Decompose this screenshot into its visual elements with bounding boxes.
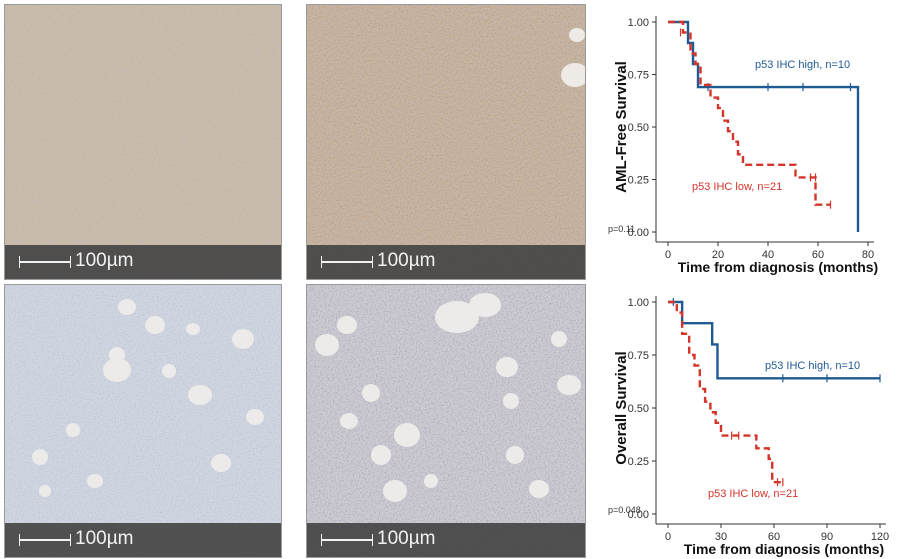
x-tick-label: 90	[821, 531, 833, 543]
micrograph-image	[5, 285, 281, 557]
x-tick-label: 30	[715, 531, 727, 543]
micrograph-top-left: 100µm	[4, 4, 282, 280]
y-tick-label: 0.25	[628, 456, 649, 468]
series-label: p53 IHC low, n=21	[708, 488, 798, 500]
scale-line	[19, 256, 71, 268]
y-tick-label: 0.25	[628, 175, 649, 187]
scale-label: 100µm	[377, 250, 436, 271]
survival-curve	[668, 20, 860, 232]
y-tick-label: 0.00	[628, 509, 649, 521]
y-tick-label: 0.50	[628, 122, 649, 134]
scale-line	[321, 534, 373, 546]
micrograph-bottom-right: 100µm	[306, 284, 586, 558]
x-tick-label: 60	[812, 249, 824, 261]
scale-line	[19, 534, 71, 546]
series-label: p53 IHC high, n=10	[755, 59, 850, 71]
micrograph-image	[307, 285, 585, 557]
x-tick-label: 0	[665, 531, 671, 543]
x-tick-label: 40	[762, 249, 774, 261]
y-tick-label: 1.00	[628, 297, 649, 309]
scale-label: 100µm	[377, 528, 436, 549]
x-axis-label: Time from diagnosis (months)	[684, 541, 884, 557]
x-tick-label: 0	[665, 249, 671, 261]
micrograph-bottom-left: 100µm	[4, 284, 282, 558]
p-value-label: p=0.11	[608, 224, 635, 234]
scale-bar: 100µm	[5, 245, 281, 279]
scale-bar: 100µm	[5, 523, 281, 557]
scale-label: 100µm	[75, 250, 134, 271]
y-tick-label: 0.75	[628, 70, 649, 82]
micrograph-image	[5, 5, 281, 279]
km-chart-overall: 0.00 0.25 0.50 0.75 1.00 0 30 60 90 120 Time from …	[600, 282, 900, 559]
y-axis-label: AML-Free Survival	[613, 61, 630, 193]
micrograph-top-right: 100µm	[306, 4, 586, 280]
y-tick-label: 1.00	[628, 17, 649, 29]
x-tick-label: 80	[862, 249, 874, 261]
x-tick-label: 20	[712, 249, 724, 261]
y-tick-label: 0.50	[628, 403, 649, 415]
scale-bar: 100µm	[307, 245, 585, 279]
series-label: p53 IHC low, n=21	[692, 181, 782, 193]
km-chart-aml-free: 0.00 0.25 0.50 0.75 1.00 0 20 40 60 80 Time from d…	[600, 0, 900, 280]
y-tick-label: 0.00	[628, 227, 649, 239]
x-tick-label: 120	[871, 531, 889, 543]
x-axis-label: Time from diagnosis (months)	[678, 259, 878, 275]
p-value-label: p=0.048	[608, 505, 641, 515]
survival-curve	[668, 300, 783, 484]
micrograph-image	[307, 5, 585, 279]
y-axis-label: Overall Survival	[613, 351, 630, 464]
scale-label: 100µm	[75, 528, 134, 549]
x-tick-label: 60	[768, 531, 780, 543]
series-label: p53 IHC high, n=10	[765, 360, 860, 372]
y-tick-label: 0.75	[628, 350, 649, 362]
scale-bar: 100µm	[307, 523, 585, 557]
survival-curve	[668, 300, 880, 380]
survival-curve	[668, 20, 831, 206]
scale-line	[321, 256, 373, 268]
